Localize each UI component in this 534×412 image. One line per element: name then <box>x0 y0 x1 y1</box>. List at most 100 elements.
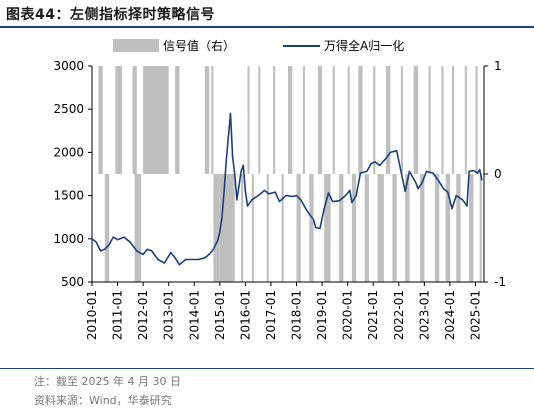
index-point-54 <box>338 200 340 202</box>
signal-bars <box>98 66 482 282</box>
x-label-13: 2023-01 <box>417 290 431 340</box>
signal-bar-7 <box>175 66 180 174</box>
y-right-label-0: -1 <box>494 275 506 289</box>
x-label-7: 2017-01 <box>264 290 278 340</box>
index-point-2 <box>99 250 102 252</box>
index-point-25 <box>219 231 221 233</box>
index-point-35 <box>244 190 246 192</box>
index-point-76 <box>442 188 445 190</box>
y-left-label-0: 500 <box>61 275 84 289</box>
signal-bar-27 <box>347 66 350 174</box>
index-point-81 <box>466 205 468 207</box>
figure-title: 图表44：左侧指标择时策略信号 <box>6 7 215 23</box>
index-point-70 <box>415 182 417 184</box>
y-left-label-2: 1500 <box>53 189 84 203</box>
signal-bar-21 <box>302 66 305 174</box>
x-label-5: 2015-01 <box>213 290 227 340</box>
signal-bar-43 <box>452 66 455 174</box>
title-rule <box>0 26 534 28</box>
index-point-79 <box>455 195 457 197</box>
index-point-39 <box>264 189 266 191</box>
index-point-14 <box>163 262 165 264</box>
signal-bar-42 <box>445 174 450 282</box>
index-point-13 <box>157 258 159 261</box>
signal-bar-33 <box>386 66 391 174</box>
signal-bar-3 <box>117 66 122 174</box>
signal-bar-14 <box>251 174 254 282</box>
index-point-66 <box>396 150 398 152</box>
index-point-85 <box>479 169 481 171</box>
note: 注：截至 2025 年 4 月 30 日 <box>34 375 181 388</box>
index-point-67 <box>398 160 400 162</box>
x-label-2: 2012-01 <box>136 290 150 340</box>
index-point-68 <box>404 190 406 192</box>
signal-bar-26 <box>339 174 344 282</box>
axes <box>88 65 488 286</box>
index-point-60 <box>366 170 368 172</box>
index-point-8 <box>129 241 131 243</box>
signal-bar-8 <box>204 66 210 174</box>
x-label-14: 2024-01 <box>443 290 457 340</box>
index-point-40 <box>268 193 270 195</box>
legend: 信号值（右） 万得全A归一化 <box>113 38 404 53</box>
signal-bar-38 <box>420 174 425 282</box>
index-point-55 <box>344 195 347 197</box>
signal-bar-1 <box>104 174 110 282</box>
x-label-12: 2022-01 <box>392 290 406 340</box>
signal-bar-9 <box>211 66 214 174</box>
index-point-72 <box>421 182 423 184</box>
index-point-73 <box>425 170 428 172</box>
signal-bar-4 <box>132 66 137 174</box>
index-point-61 <box>370 163 372 165</box>
index-point-57 <box>351 201 353 204</box>
signal-bar-5 <box>134 174 141 282</box>
y-left-label-5: 3000 <box>53 59 84 73</box>
index-point-62 <box>374 161 376 163</box>
index-point-26 <box>221 216 223 218</box>
source: 资料来源：Wind，华泰研究 <box>34 394 172 407</box>
signal-bar-39 <box>428 66 431 174</box>
index-point-56 <box>349 189 351 191</box>
index-point-50 <box>319 227 321 229</box>
index-point-12 <box>151 250 153 252</box>
index-point-0 <box>91 238 93 240</box>
y-right-label-2: 1 <box>494 59 502 73</box>
signal-bar-16 <box>266 174 269 282</box>
legend-signal-swatch <box>113 39 159 52</box>
index-point-80 <box>462 199 464 201</box>
signal-bar-11 <box>219 174 235 282</box>
signal-bar-22 <box>309 174 314 282</box>
index-point-48 <box>313 219 315 221</box>
signal-bar-10 <box>213 174 220 282</box>
index-point-49 <box>315 227 317 229</box>
index-point-53 <box>332 201 334 203</box>
index-point-38 <box>257 195 259 197</box>
index-line <box>91 112 483 266</box>
index-point-83 <box>472 169 474 172</box>
index-point-22 <box>208 253 210 255</box>
signal-bar-23 <box>317 66 323 174</box>
index-point-78 <box>451 208 453 210</box>
x-label-10: 2020-01 <box>341 290 355 340</box>
index-point-82 <box>468 170 470 172</box>
y-left-label-4: 2500 <box>53 102 84 116</box>
legend-line-label: 万得全A归一化 <box>324 38 404 53</box>
index-point-45 <box>295 195 298 197</box>
index-point-52 <box>327 192 330 194</box>
legend-signal-label: 信号值（右） <box>163 38 235 53</box>
x-label-1: 2011-01 <box>111 290 125 340</box>
x-label-3: 2013-01 <box>162 290 176 340</box>
signal-bar-19 <box>288 66 293 174</box>
index-point-5 <box>112 236 114 238</box>
signal-bar-15 <box>258 66 261 174</box>
index-point-17 <box>178 264 180 266</box>
index-point-47 <box>306 210 308 212</box>
bottom-rule <box>0 368 534 369</box>
signal-bar-25 <box>332 66 335 174</box>
x-label-15: 2025-01 <box>468 290 482 340</box>
index-point-23 <box>212 248 214 250</box>
signal-bar-13 <box>247 66 250 174</box>
signal-bar-45 <box>464 66 467 174</box>
